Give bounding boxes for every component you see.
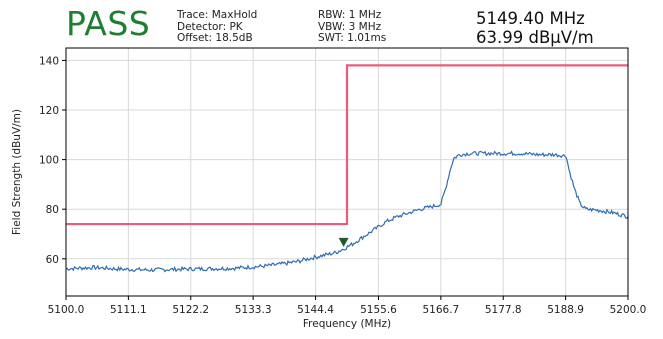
x-tick-label: 5155.6 [360,304,397,316]
x-tick-label: 5177.8 [485,304,522,316]
marker-level: 63.99 dBµV/m [476,28,594,47]
x-tick-label: 5111.1 [110,304,147,316]
y-axis-label: Field Strength (dBuV/m) [11,109,23,235]
y-tick-label: 60 [46,254,59,266]
limit-line [66,64,628,226]
x-tick-label: 5122.2 [172,304,209,316]
marker-triangle-icon [338,237,349,247]
measurement-params-left: Trace: MaxHold Detector: PK Offset: 18.5… [177,9,258,45]
y-tick-label: 100 [39,155,59,167]
x-tick-label: 5144.4 [297,304,334,316]
x-tick-label: 5133.3 [235,304,272,316]
measurement-params-right: RBW: 1 MHz VBW: 3 MHz SWT: 1.01ms [318,9,387,45]
plot-frame [65,47,629,297]
x-tick-label: 5200.0 [610,304,647,316]
rbw-setting: RBW: 1 MHz [318,9,382,21]
pass-status: PASS [66,4,151,43]
y-axis-ticks: 60 80 100 120 140 [39,55,66,266]
x-axis-label: Frequency (MHz) [303,318,391,330]
trace-line [65,150,629,273]
x-tick-label: 5166.7 [422,304,459,316]
offset-setting: Offset: 18.5dB [177,32,253,44]
trace-setting: Trace: MaxHold [177,9,258,21]
marker-frequency: 5149.40 MHz [476,9,585,28]
x-axis-ticks: 5100.0 5111.1 5122.2 5133.3 5144.4 5155.6 5166… [48,296,647,316]
y-tick-label: 80 [46,204,59,216]
x-tick-label: 5188.9 [547,304,584,316]
y-tick-label: 140 [39,55,59,67]
x-tick-label: 5100.0 [48,304,85,316]
y-tick-label: 120 [39,105,59,117]
detector-setting: Detector: PK [177,20,243,33]
marker-readout: 5149.40 MHz 63.99 dBµV/m [476,9,594,47]
swt-setting: SWT: 1.01ms [318,32,387,44]
vbw-setting: VBW: 3 MHz [318,20,382,33]
